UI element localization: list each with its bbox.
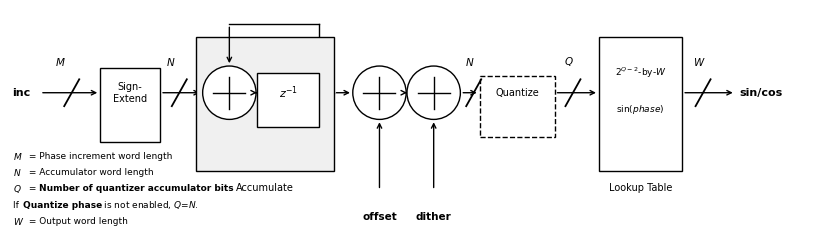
Text: sin($\it{phase}$): sin($\it{phase}$) bbox=[616, 103, 665, 116]
Text: $\it{Q}$: $\it{Q}$ bbox=[13, 183, 21, 195]
Text: = Output word length: = Output word length bbox=[26, 217, 128, 226]
Text: $\it{W}$: $\it{W}$ bbox=[13, 216, 23, 227]
Bar bbox=[480, 76, 555, 137]
Text: inc: inc bbox=[13, 88, 31, 98]
Text: Quantize: Quantize bbox=[495, 88, 539, 98]
Text: dither: dither bbox=[416, 212, 451, 222]
Text: $\it{Q}$: $\it{Q}$ bbox=[564, 55, 574, 68]
Text: = Accumulator word length: = Accumulator word length bbox=[26, 168, 153, 177]
Bar bbox=[599, 37, 682, 171]
Bar bbox=[100, 68, 160, 142]
Text: = Phase increment word length: = Phase increment word length bbox=[26, 152, 173, 161]
Text: Accumulate: Accumulate bbox=[236, 183, 294, 193]
Ellipse shape bbox=[407, 66, 460, 119]
Text: $\it{W}$: $\it{W}$ bbox=[692, 56, 706, 68]
Text: $\it{M}$: $\it{M}$ bbox=[13, 151, 22, 162]
Text: If: If bbox=[13, 201, 21, 210]
Text: $\it{N}$: $\it{N}$ bbox=[166, 56, 176, 68]
Text: Sign-
Extend: Sign- Extend bbox=[113, 82, 147, 103]
Text: $\it{N}$: $\it{N}$ bbox=[465, 56, 475, 68]
Text: $z^{-1}$: $z^{-1}$ bbox=[279, 84, 298, 101]
Text: is not enabled, $\it{Q}$=$\it{N}$.: is not enabled, $\it{Q}$=$\it{N}$. bbox=[101, 199, 198, 211]
Text: Quantize phase: Quantize phase bbox=[23, 201, 103, 210]
Text: $\it{N}$: $\it{N}$ bbox=[13, 167, 21, 178]
Ellipse shape bbox=[353, 66, 406, 119]
Text: Number of quantizer accumulator bits: Number of quantizer accumulator bits bbox=[39, 184, 234, 193]
Text: $2^{Q-2}$-by-$W$: $2^{Q-2}$-by-$W$ bbox=[615, 66, 666, 81]
Bar bbox=[257, 73, 319, 127]
Ellipse shape bbox=[203, 66, 256, 119]
Text: offset: offset bbox=[362, 212, 397, 222]
Text: =: = bbox=[26, 184, 39, 193]
Text: sin/cos: sin/cos bbox=[740, 88, 783, 98]
Text: Lookup Table: Lookup Table bbox=[609, 183, 672, 193]
Text: $\it{M}$: $\it{M}$ bbox=[55, 56, 65, 68]
Bar bbox=[196, 37, 334, 171]
